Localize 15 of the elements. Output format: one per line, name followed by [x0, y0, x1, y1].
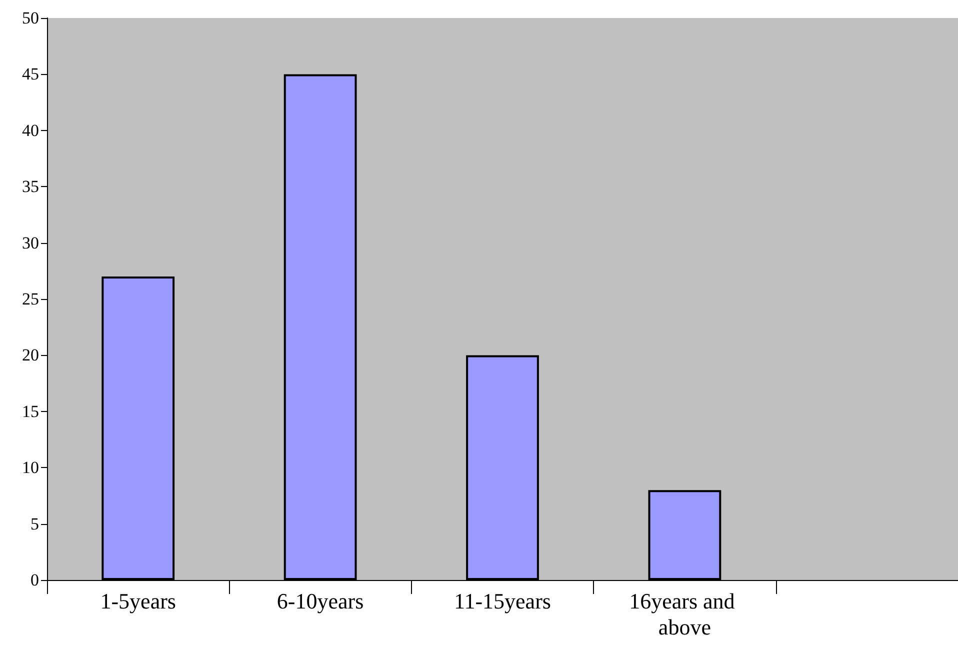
y-tick-label: 30 — [22, 233, 39, 252]
y-tick-label: 5 — [30, 514, 39, 534]
y-tick-label: 10 — [22, 458, 39, 478]
y-tick-label: 0 — [30, 570, 39, 590]
y-tick-label: 25 — [22, 290, 39, 308]
y-tick-label: 20 — [22, 346, 39, 365]
x-tick-label: 11-15years — [454, 588, 551, 614]
y-tick-label: 15 — [22, 402, 39, 421]
x-tick-label: 1-5years — [100, 588, 176, 614]
y-tick-label: 35 — [22, 177, 39, 196]
x-tick-label: 16years and above — [629, 588, 740, 640]
y-tick-label: 40 — [22, 120, 39, 140]
y-tick-label: 45 — [22, 64, 39, 84]
x-tick-label: 6-10years — [276, 588, 364, 614]
y-tick-label: 50 — [22, 8, 39, 28]
